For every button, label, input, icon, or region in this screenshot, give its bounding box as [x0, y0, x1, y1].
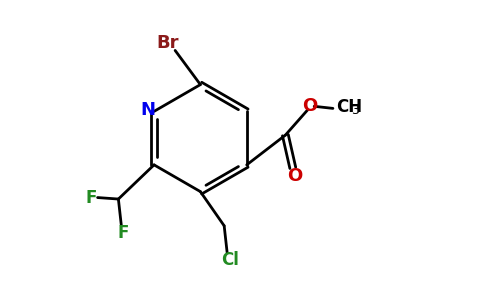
Text: O: O [287, 167, 302, 185]
Text: F: F [117, 224, 129, 242]
Text: N: N [140, 101, 155, 119]
Text: CH: CH [336, 98, 362, 116]
Text: F: F [86, 189, 97, 207]
Text: 3: 3 [351, 104, 359, 117]
Text: O: O [302, 97, 318, 115]
Text: Cl: Cl [221, 251, 239, 269]
Text: Br: Br [156, 34, 179, 52]
